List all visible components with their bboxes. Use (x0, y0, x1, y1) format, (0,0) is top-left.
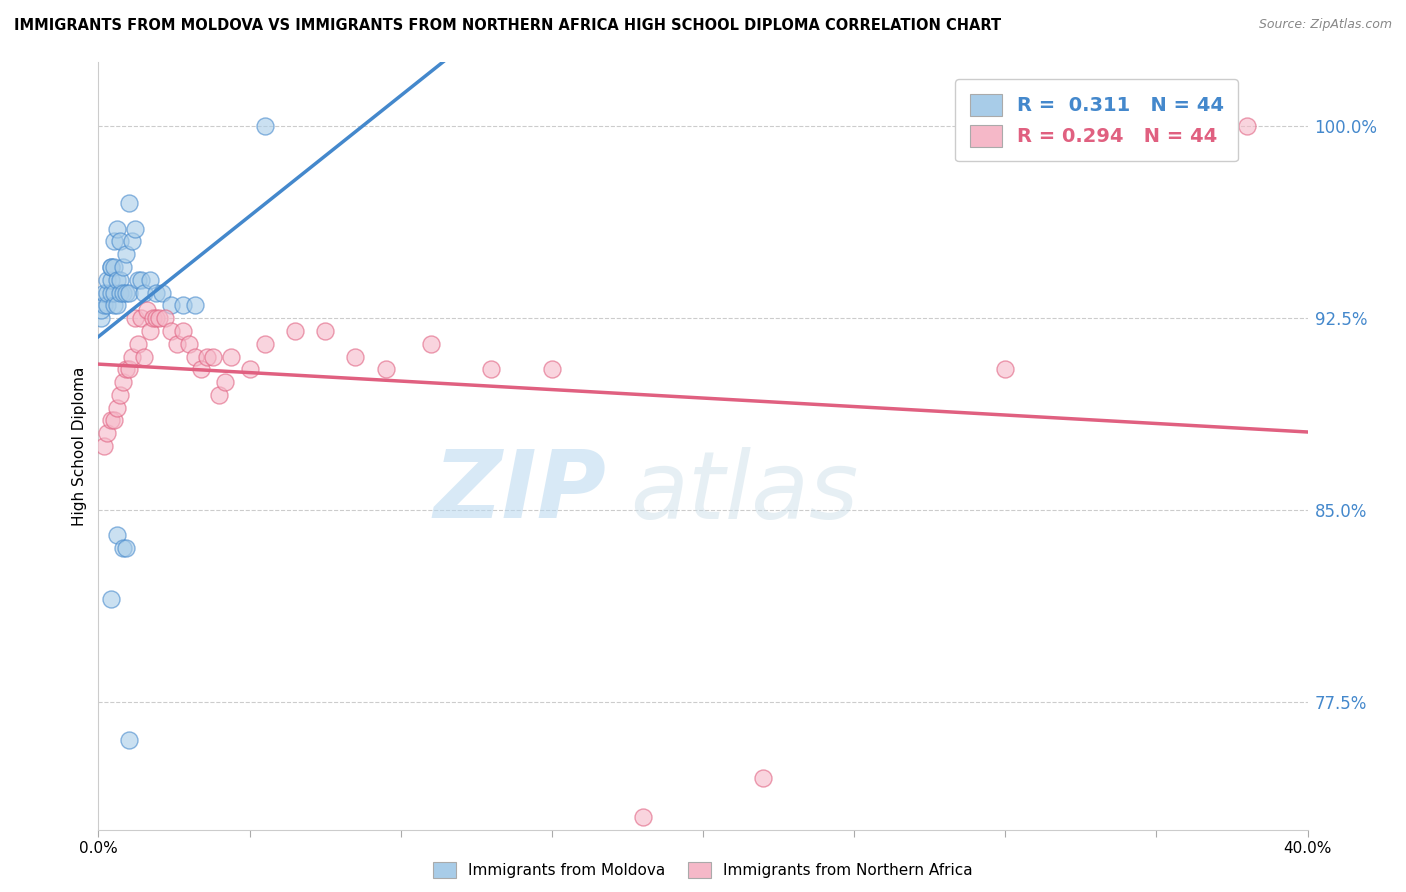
Point (127, 336, 149, 351)
Point (100, 285, 122, 300)
Point (195, 350, 218, 364)
Point (96, 298, 118, 312)
Point (284, 324, 307, 338)
Point (96, 273, 118, 287)
Point (221, 350, 243, 364)
Point (100, 260, 122, 274)
Point (127, 273, 149, 287)
Text: atlas: atlas (630, 447, 859, 538)
Point (105, 221, 128, 235)
Point (100, 592, 122, 607)
Point (124, 311, 146, 326)
Point (344, 350, 367, 364)
Point (1236, 120, 1258, 134)
Point (145, 311, 167, 326)
Point (114, 541, 136, 556)
Point (93, 298, 115, 312)
Point (105, 273, 128, 287)
Point (121, 235, 143, 249)
Point (481, 362, 503, 376)
Text: IMMIGRANTS FROM MOLDOVA VS IMMIGRANTS FROM NORTHERN AFRICA HIGH SCHOOL DIPLOMA C: IMMIGRANTS FROM MOLDOVA VS IMMIGRANTS FR… (14, 18, 1001, 33)
Point (132, 350, 155, 364)
Point (111, 260, 134, 274)
Point (90, 311, 112, 326)
Legend: R =  0.311   N = 44, R = 0.294   N = 44: R = 0.311 N = 44, R = 0.294 N = 44 (955, 79, 1239, 161)
Point (153, 311, 176, 326)
Point (93, 285, 115, 300)
Point (118, 362, 141, 376)
Point (172, 298, 194, 312)
Point (114, 285, 136, 300)
Point (129, 273, 152, 287)
Point (105, 401, 128, 415)
Text: ZIP: ZIP (433, 446, 606, 538)
Point (105, 528, 128, 542)
Point (145, 285, 167, 300)
Point (103, 260, 125, 274)
Point (374, 362, 396, 376)
Point (103, 298, 125, 312)
Point (118, 196, 141, 211)
Point (124, 221, 146, 235)
Point (100, 413, 122, 427)
Point (994, 362, 1017, 376)
Point (150, 285, 173, 300)
Point (148, 311, 170, 326)
Point (118, 733, 141, 747)
Point (111, 285, 134, 300)
Point (179, 336, 201, 351)
Point (105, 298, 128, 312)
Point (100, 260, 122, 274)
Point (184, 350, 207, 364)
Point (103, 235, 125, 249)
Y-axis label: High School Diploma: High School Diploma (72, 367, 87, 525)
Point (114, 247, 136, 261)
Point (160, 298, 183, 312)
Point (108, 273, 131, 287)
Point (208, 388, 231, 402)
Point (90, 303, 112, 318)
Point (111, 541, 134, 556)
Point (100, 273, 122, 287)
Point (121, 350, 143, 364)
Point (184, 298, 207, 312)
Point (132, 285, 155, 300)
Text: Source: ZipAtlas.com: Source: ZipAtlas.com (1258, 18, 1392, 31)
Point (239, 362, 262, 376)
Legend: Immigrants from Moldova, Immigrants from Northern Africa: Immigrants from Moldova, Immigrants from… (427, 856, 979, 884)
Point (108, 235, 131, 249)
Point (253, 336, 276, 351)
Point (540, 362, 562, 376)
Point (202, 350, 225, 364)
Point (166, 336, 188, 351)
Point (139, 324, 162, 338)
Point (172, 324, 194, 338)
Point (135, 303, 157, 318)
Point (111, 375, 134, 389)
Point (214, 375, 236, 389)
Point (103, 285, 125, 300)
Point (142, 311, 165, 326)
Point (253, 120, 276, 134)
Point (93, 439, 115, 453)
Point (139, 273, 162, 287)
Point (108, 285, 131, 300)
Point (96, 426, 118, 441)
Point (96, 285, 118, 300)
Point (190, 362, 212, 376)
Point (114, 362, 136, 376)
Point (314, 324, 336, 338)
Point (420, 336, 443, 351)
Point (118, 285, 141, 300)
Point (103, 413, 125, 427)
Point (752, 772, 775, 786)
Point (129, 311, 152, 326)
Point (108, 388, 131, 402)
Point (160, 324, 183, 338)
Point (631, 810, 654, 824)
